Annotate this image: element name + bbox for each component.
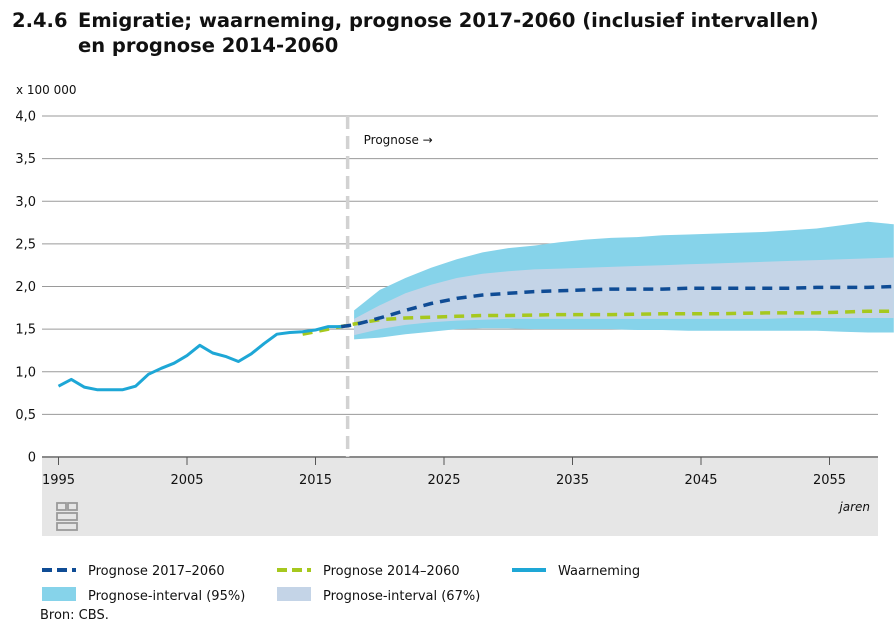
x-tick-label: 2005 — [170, 473, 203, 488]
observed-line — [57, 325, 342, 392]
gridlines — [42, 115, 878, 458]
forecast-2014-line — [302, 309, 894, 336]
legend-label: Prognose-interval (95%) — [88, 589, 245, 604]
legend-label: Prognose-interval (67%) — [323, 589, 480, 604]
legend-label: Waarneming — [558, 564, 640, 579]
y-tick-label: 3,5 — [15, 152, 36, 167]
y-tick-label: 1,0 — [15, 365, 36, 380]
plot-area: Prognose → — [57, 116, 894, 457]
source-note: Bron: CBS. — [40, 608, 109, 623]
y-tick-label: 2,0 — [15, 280, 36, 295]
cbs-logo — [56, 502, 78, 531]
y-tick-label: 1,5 — [15, 323, 36, 338]
legend-swatch-interval_67 — [277, 587, 311, 601]
chart-title: 2.4.6 Emigratie; waarneming, prognose 201… — [12, 8, 882, 58]
y-tick-label: 0,5 — [15, 408, 36, 423]
y-unit-label: x 100 000 — [16, 83, 77, 97]
x-tick-label: 1995 — [42, 473, 75, 488]
legend: Prognose 2017–2060 Prognose 2014–2060 Waar… — [42, 564, 640, 604]
x-axis-label: jaren — [837, 500, 870, 514]
title-number: 2.4.6 — [12, 9, 68, 32]
y-axis-ticks: 0 0,5 1,0 1,5 2,0 2,5 3,0 3,5 4,0 — [15, 110, 36, 466]
x-tick-label: 2025 — [427, 473, 460, 488]
prognose-label: Prognose → — [364, 133, 433, 147]
x-axis-ticks: 1995 2005 2015 2025 2035 2045 2055 — [42, 457, 846, 488]
legend-label: Prognose 2014–2060 — [323, 564, 460, 579]
x-tick-label: 2045 — [684, 473, 717, 488]
y-tick-label: 4,0 — [15, 110, 36, 125]
x-tick-label: 2035 — [556, 473, 589, 488]
title-line-1: Emigratie; waarneming, prognose 2017-206… — [78, 9, 819, 32]
x-axis-band — [42, 458, 878, 536]
forecast-2017-line — [340, 284, 894, 329]
title-line-2: en prognose 2014-2060 — [78, 34, 339, 57]
y-tick-label: 3,0 — [15, 195, 36, 210]
legend-label: Prognose 2017–2060 — [88, 564, 225, 579]
x-tick-label: 2055 — [813, 473, 846, 488]
legend-swatch-interval_95 — [42, 587, 76, 601]
x-tick-label: 2015 — [299, 473, 332, 488]
y-tick-label: 0 — [28, 451, 36, 466]
y-tick-label: 2,5 — [15, 237, 36, 252]
